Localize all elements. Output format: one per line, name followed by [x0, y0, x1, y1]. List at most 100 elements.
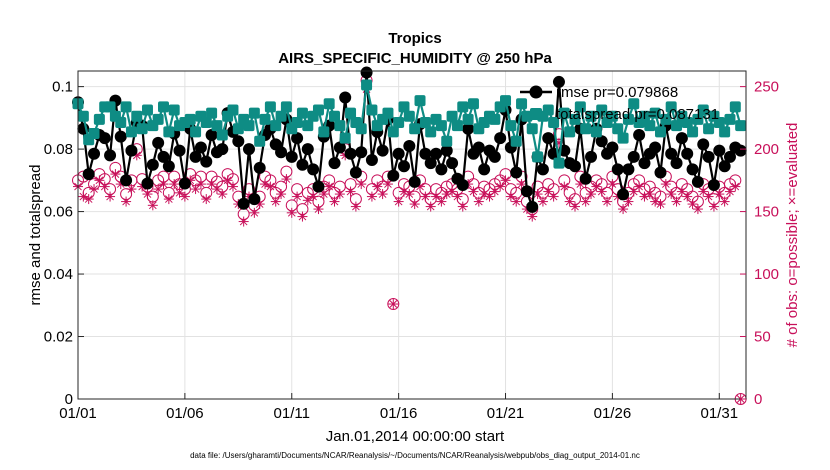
totalspread-point	[387, 126, 399, 138]
totalspread-point	[441, 135, 453, 147]
rmse-point	[307, 163, 320, 176]
rmse-point	[627, 150, 640, 163]
asterisk-stroke	[688, 200, 697, 208]
rmse-point	[200, 155, 213, 168]
totalspread-point	[216, 129, 228, 141]
asterisk-stroke	[597, 187, 606, 196]
obs-evaluated-point	[644, 189, 655, 200]
asterisk-stroke	[106, 192, 114, 201]
asterisk-stroke	[84, 195, 93, 203]
rmse-point	[552, 75, 565, 88]
totalspread-point	[296, 107, 308, 119]
totalspread-point	[136, 123, 148, 135]
totalspread-point	[580, 123, 592, 135]
obs-evaluated-point	[238, 216, 249, 227]
obs-evaluated-point	[366, 191, 377, 202]
asterisk-stroke	[330, 197, 339, 206]
obs-evaluated-point	[222, 175, 233, 186]
chart-title: Tropics	[388, 30, 441, 47]
rmse-point	[312, 180, 325, 193]
obs-evaluated-point	[201, 194, 212, 205]
obs-evaluated-point	[377, 189, 388, 200]
asterisk-stroke	[501, 176, 510, 185]
totalspread-point	[398, 101, 410, 113]
totalspread-point	[585, 110, 597, 122]
totalspread-point	[312, 104, 324, 116]
rmse-point	[520, 185, 533, 198]
totalspread-point	[259, 113, 271, 125]
totalspread-point	[409, 123, 421, 135]
obs-evaluated-point	[505, 191, 516, 202]
totalspread-point	[457, 101, 469, 113]
rmse-point	[606, 141, 619, 154]
rmse-point	[472, 141, 485, 154]
totalspread-point	[270, 120, 282, 132]
rmse-point	[365, 154, 378, 167]
asterisk-stroke	[213, 185, 221, 193]
rmse-point	[456, 179, 469, 192]
asterisk-stroke	[699, 187, 708, 196]
asterisk-stroke	[170, 180, 179, 188]
obs-evaluated-point	[634, 181, 645, 192]
asterisk-stroke	[731, 182, 740, 191]
totalspread-point	[660, 113, 672, 125]
obs-evaluated-point	[195, 179, 206, 190]
obs-evaluated-point	[730, 181, 741, 192]
rmse-point	[408, 175, 421, 188]
asterisk-stroke	[384, 180, 392, 188]
totalspread-point	[323, 98, 335, 110]
rmse-point	[114, 130, 127, 143]
rmse-point	[104, 149, 117, 162]
asterisk-stroke	[122, 197, 130, 206]
asterisk-stroke	[683, 192, 692, 201]
asterisk-stroke	[651, 197, 660, 206]
totalspread-point	[184, 113, 196, 125]
asterisk-stroke	[229, 182, 237, 191]
asterisk-stroke	[223, 176, 232, 185]
totalspread-point	[163, 126, 175, 138]
totalspread-point	[510, 135, 522, 147]
rmse-point	[649, 141, 662, 154]
rmse-point	[478, 163, 491, 176]
asterisk-stroke	[197, 180, 205, 188]
totalspread-point	[654, 126, 666, 138]
obs-evaluated-point	[313, 204, 324, 215]
asterisk-stroke	[79, 192, 88, 201]
rmse-point	[526, 200, 539, 213]
series-layer	[72, 66, 747, 405]
totalspread-point	[254, 135, 266, 147]
rmse-point	[713, 144, 726, 157]
asterisk-stroke	[421, 192, 430, 201]
asterisk-stroke	[635, 182, 643, 191]
asterisk-stroke	[175, 188, 184, 197]
totalspread-point	[414, 95, 426, 107]
totalspread-point	[88, 127, 100, 139]
rmse-point	[82, 168, 95, 181]
rmse-point	[579, 172, 592, 185]
obs-evaluated-point	[169, 179, 180, 190]
asterisk-stroke	[624, 197, 633, 206]
totalspread-point	[334, 120, 346, 132]
asterisk-stroke	[143, 190, 152, 198]
totalspread-point	[280, 101, 292, 113]
asterisk-stroke	[266, 182, 275, 191]
obs-evaluated-point	[468, 186, 479, 197]
rmse-point	[397, 160, 410, 173]
rmse-point	[718, 160, 731, 173]
obs-evaluated-point	[591, 181, 602, 192]
y-tick-label: 0	[65, 391, 73, 408]
totalspread-point	[574, 101, 586, 113]
totalspread-point	[403, 110, 415, 122]
obs-evaluated-point	[388, 299, 399, 310]
asterisk-stroke	[507, 192, 515, 201]
asterisk-stroke	[405, 190, 414, 198]
obs-evaluated-point	[618, 204, 629, 215]
rmse-point	[189, 150, 202, 163]
totalspread-point	[617, 132, 629, 144]
obs-evaluated-point	[334, 189, 345, 200]
totalspread-point	[446, 110, 458, 122]
totalspread-point	[141, 104, 153, 116]
asterisk-stroke	[539, 197, 547, 206]
totalspread-point	[131, 110, 143, 122]
obs-evaluated-point	[83, 194, 94, 205]
